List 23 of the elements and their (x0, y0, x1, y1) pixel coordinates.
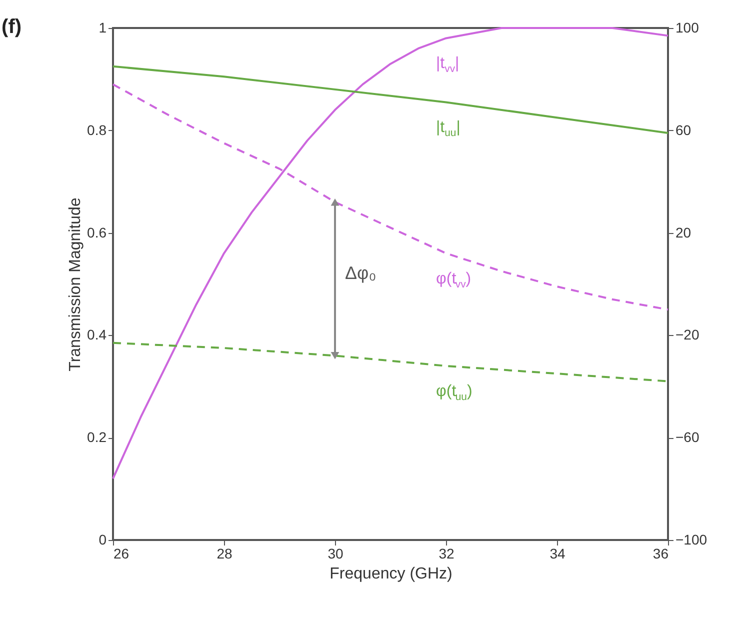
y2-tick-label: 60 (676, 122, 692, 138)
y-tick-label: 0.8 (87, 122, 107, 138)
y2-tick-label: −100 (676, 532, 708, 548)
y-tick-label: 0.6 (87, 224, 107, 240)
x-tick-label: 36 (652, 546, 669, 562)
y2-tick-label: −60 (676, 429, 700, 446)
y2-tick-label: 20 (676, 224, 692, 240)
line-series (112, 27, 669, 480)
y-axis-title: Transmission Magnitude (67, 198, 84, 372)
y-tick-label: 0.4 (87, 326, 107, 343)
x-axis-title: Frequency (GHz) (330, 566, 452, 582)
chart-title: (f) (2, 16, 22, 38)
y-tick-label: 1 (98, 20, 107, 36)
x-tick-label: 26 (114, 546, 130, 562)
y-tick-label: 0.2 (87, 429, 107, 446)
y-tick-label: 0 (98, 532, 107, 548)
x-tick-label: 30 (328, 546, 344, 562)
x-tick-label: 28 (216, 546, 232, 562)
y2-tick-label: 100 (676, 20, 700, 36)
x-tick-label: 32 (438, 546, 454, 562)
x-tick-label: 34 (550, 546, 566, 562)
series-label: Δφ₀ (345, 262, 376, 283)
y2-tick-label: −20 (676, 326, 700, 343)
